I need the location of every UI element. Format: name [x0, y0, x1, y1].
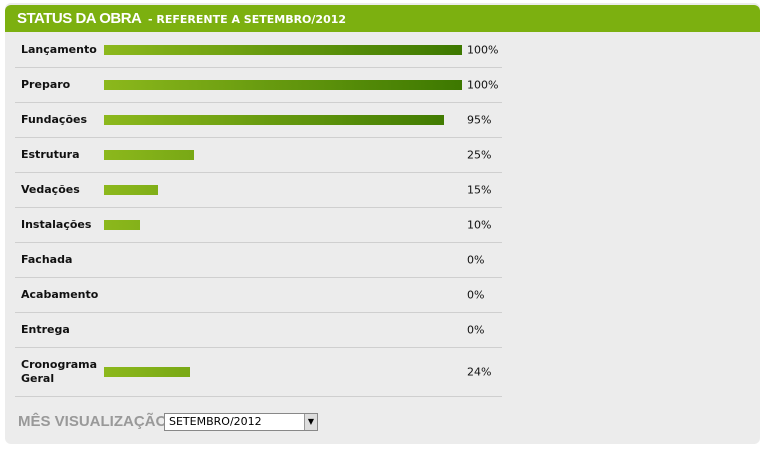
- month-select[interactable]: SETEMBRO/2012 ▼: [164, 413, 318, 431]
- value-label: 24%: [467, 365, 492, 379]
- value-label: 0%: [467, 288, 485, 302]
- bar: [104, 45, 462, 55]
- category-label: Entrega: [21, 323, 70, 336]
- value-label: 100%: [467, 78, 499, 92]
- value-label: 100%: [467, 43, 499, 57]
- bar: [104, 367, 190, 377]
- category-label: Instalações: [21, 218, 92, 231]
- select-arrow[interactable]: ▼: [304, 414, 317, 430]
- bar: [104, 185, 158, 195]
- bar-row: Fachada 0%: [15, 243, 502, 278]
- value-label: 95%: [467, 113, 492, 127]
- value-label: 15%: [467, 183, 492, 197]
- category-label: Preparo: [21, 78, 71, 91]
- select-value: SETEMBRO/2012: [169, 415, 262, 428]
- category-label: Estrutura: [21, 148, 80, 161]
- bar: [104, 220, 140, 230]
- value-label: 0%: [467, 253, 485, 267]
- bar: [104, 150, 194, 160]
- bar-row: Preparo 100%: [15, 68, 502, 103]
- bar-row: Cronograma Geral 24%: [15, 348, 502, 397]
- value-label: 25%: [467, 148, 492, 162]
- header: STATUS DA OBRA - REFERENTE A SETEMBRO/20…: [5, 5, 760, 32]
- bar-row: Lançamento 100%: [15, 33, 502, 68]
- bar: [104, 115, 445, 125]
- category-label: Fundações: [21, 113, 88, 126]
- selector-label: MÊS VISUALIZAÇÃO:: [18, 413, 173, 430]
- category-label: Vedações: [21, 183, 80, 196]
- chart-title: STATUS DA OBRA: [17, 10, 142, 27]
- category-label: Acabamento: [21, 288, 99, 301]
- status-panel: STATUS DA OBRA - REFERENTE A SETEMBRO/20…: [5, 3, 760, 444]
- value-label: 0%: [467, 323, 485, 337]
- category-label: Lançamento: [21, 43, 97, 56]
- value-label: 10%: [467, 218, 492, 232]
- category-label: Cronograma Geral: [21, 358, 98, 385]
- bar-row: Vedações 15%: [15, 173, 502, 208]
- bar-row: Entrega 0%: [15, 313, 502, 348]
- category-label: Fachada: [21, 253, 73, 266]
- bar-row: Estrutura 25%: [15, 138, 502, 173]
- bar-row: Acabamento 0%: [15, 278, 502, 313]
- chart-subtitle: - REFERENTE A SETEMBRO/2012: [148, 13, 347, 26]
- bar-row: Instalações 10%: [15, 208, 502, 243]
- bar-row: Fundações 95%: [15, 103, 502, 138]
- bar-rows: Lançamento 100% Preparo 100% Fundações 95% Est…: [15, 33, 502, 397]
- bar: [104, 80, 462, 90]
